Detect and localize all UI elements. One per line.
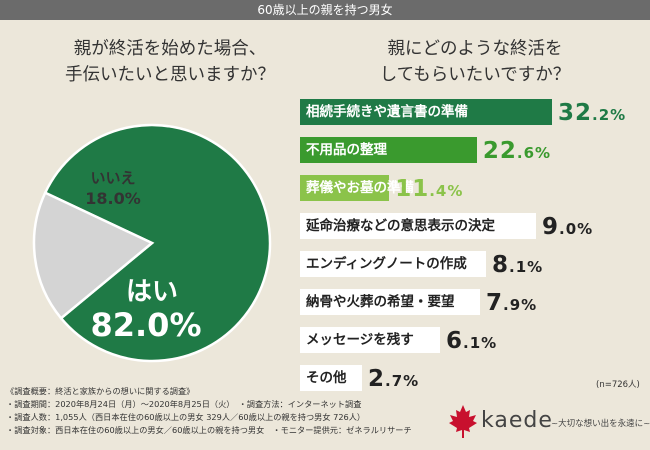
bar-mark (300, 213, 536, 239)
bar-label: 納骨や火葬の希望・要望 (306, 294, 455, 310)
bar-label: メッセージを残す (306, 332, 414, 348)
bar-question: 親にどのような終活を してもらいたいですか？ (325, 36, 625, 88)
pie-question: 親が終活を始めた場合、 手伝いたいと思いますか？ (20, 36, 320, 88)
sample-size: (n=726人) (596, 380, 640, 390)
bar-question-line-2: してもらいたいですか？ (379, 65, 571, 85)
survey-notes: 《調査概要：終活と家族からの想いに関する調査》 ・調査期間：2020年8月24日… (6, 385, 412, 437)
pie-value-yes: 82.0% (90, 306, 201, 344)
bar-value-label: 9.0% (542, 214, 594, 240)
kaede-logo: kaede ~大切な想い出を永遠に~ (448, 402, 650, 442)
bar-mark (300, 175, 390, 201)
notes-period: ・調査期間：2020年8月24日（月）～2020年8月25日（火） ・調査方法：… (6, 399, 362, 409)
notes-title: 《調査概要：終活と家族からの想いに関する調査》 (6, 386, 195, 396)
bar-label: 相続手続きや遺言書の準備 (306, 104, 468, 120)
bar-value-label: 2.7% (368, 366, 420, 392)
logo-tagline: ~大切な想い出を永遠に~ (551, 419, 650, 429)
bar-mark (300, 327, 440, 353)
bar-mark (300, 137, 477, 163)
pie-label-yes: はい (126, 277, 178, 307)
bar-value-label: 6.1% (446, 328, 498, 354)
pie-question-line-2: 手伝いたいと思いますか？ (65, 65, 275, 85)
pie-slice-no (32, 191, 155, 320)
bar-value-label: 8.1% (492, 252, 544, 278)
header-banner: 60歳以上の親を持つ男女 (0, 0, 650, 20)
pie-label-no: いいえ (90, 169, 135, 187)
bar-value-label: 22.6% (482, 138, 552, 164)
notes-target: ・調査対象：西日本在住の60歳以上の男女／60歳以上の親を持つ男女 ・モニター提… (6, 425, 412, 435)
bar-value-label: 11.4% (395, 176, 464, 202)
bar-mark (300, 289, 480, 315)
bar-value-label: 7.9% (486, 290, 538, 316)
bar-question-line-1: 親にどのような終活を (387, 39, 563, 59)
bar-label: 葬儀やお墓の準備 (306, 180, 414, 196)
bar-label: エンディングノートの作成 (306, 256, 467, 272)
bar-label: その他 (306, 370, 347, 386)
bar-label: 不用品の整理 (306, 142, 387, 158)
logo-wordmark: kaede (481, 408, 553, 433)
bar-label: 延命治療などの意思表示の決定 (306, 218, 495, 234)
pie-value-no: 18.0% (85, 189, 141, 208)
bar-mark (300, 99, 552, 125)
pie-question-line-1: 親が終活を始めた場合、 (73, 39, 267, 59)
bar-mark (300, 251, 486, 277)
maple-leaf-icon (449, 405, 477, 438)
bar-mark (300, 365, 362, 391)
pie-slice-yes (43, 123, 272, 363)
bar-value-label: 32.2% (558, 100, 627, 126)
notes-people: ・調査人数：1,055人（西日本在住の60歳以上の男女 329人／60歳以上の親… (6, 412, 366, 422)
